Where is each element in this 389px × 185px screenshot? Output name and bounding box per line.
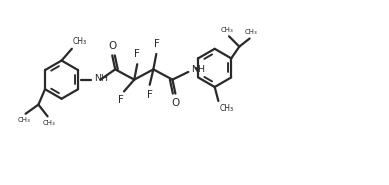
- Text: NH: NH: [191, 65, 205, 74]
- Text: NH: NH: [94, 74, 108, 83]
- Text: O: O: [171, 98, 180, 108]
- Text: F: F: [118, 95, 124, 105]
- Text: F: F: [154, 39, 160, 49]
- Text: CH₃: CH₃: [43, 120, 56, 126]
- Text: CH₃: CH₃: [221, 27, 233, 33]
- Text: O: O: [108, 41, 116, 51]
- Text: CH₃: CH₃: [73, 37, 87, 46]
- Text: CH₃: CH₃: [245, 29, 258, 35]
- Text: F: F: [134, 49, 140, 59]
- Text: CH₃: CH₃: [220, 104, 234, 113]
- Text: F: F: [147, 90, 152, 100]
- Text: CH₃: CH₃: [18, 117, 30, 123]
